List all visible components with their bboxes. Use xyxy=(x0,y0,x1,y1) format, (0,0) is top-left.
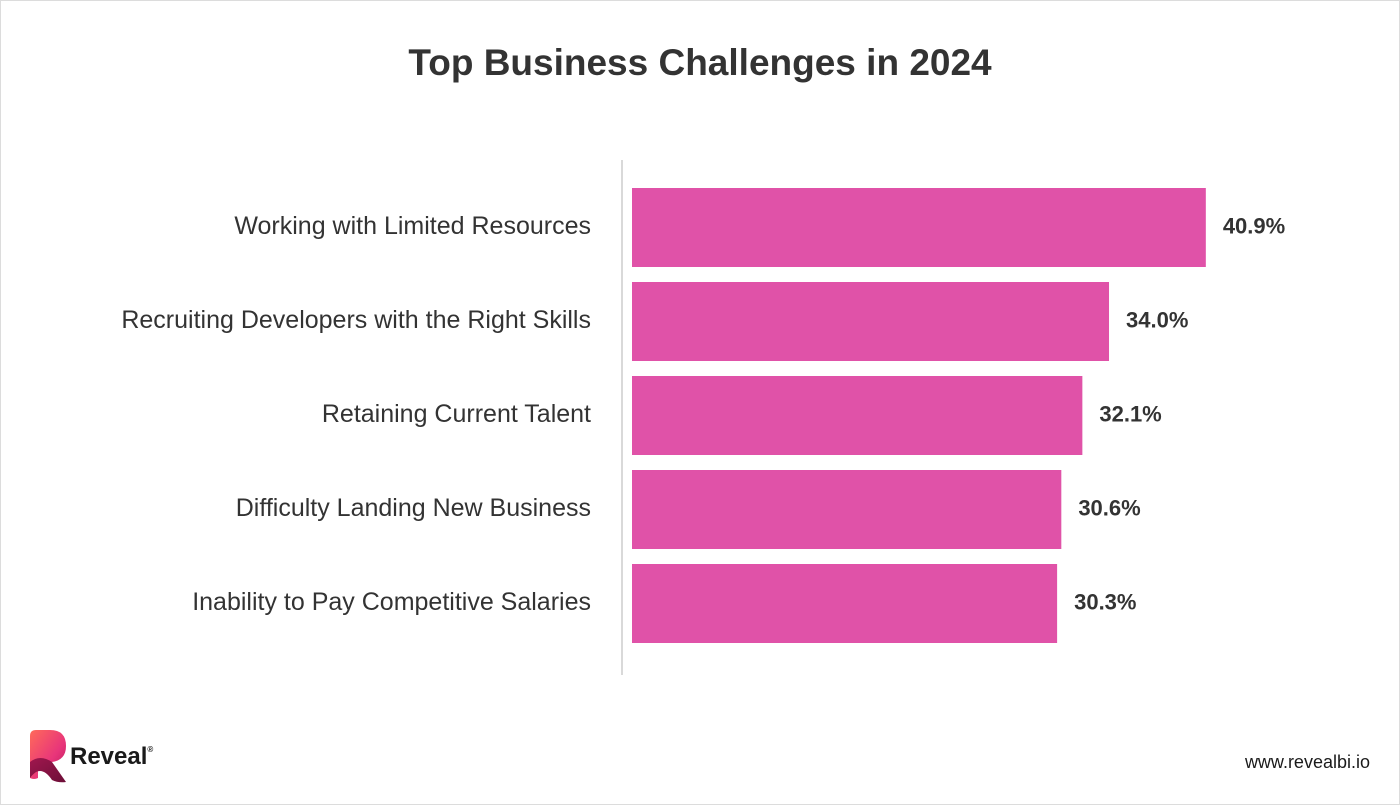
value-label: 40.9% xyxy=(1223,213,1285,238)
value-label: 30.3% xyxy=(1074,589,1136,614)
category-label: Recruiting Developers with the Right Ski… xyxy=(121,306,591,334)
bar xyxy=(632,282,1110,361)
bar xyxy=(632,564,1058,643)
category-label: Difficulty Landing New Business xyxy=(236,494,591,522)
chart-title: Top Business Challenges in 2024 xyxy=(408,42,992,83)
website-url: www.revealbi.io xyxy=(1244,752,1370,772)
reveal-logo-icon xyxy=(30,730,66,783)
bar xyxy=(632,188,1206,267)
bar xyxy=(632,470,1062,549)
reveal-logo: Reveal® xyxy=(28,728,153,783)
bar xyxy=(632,376,1083,455)
logo-text: Reveal® xyxy=(70,742,154,770)
value-label: 30.6% xyxy=(1078,495,1140,520)
category-label: Retaining Current Talent xyxy=(322,400,591,428)
value-label: 34.0% xyxy=(1126,307,1188,332)
value-label: 32.1% xyxy=(1099,401,1161,426)
category-label: Working with Limited Resources xyxy=(234,212,591,240)
category-label: Inability to Pay Competitive Salaries xyxy=(192,588,591,616)
